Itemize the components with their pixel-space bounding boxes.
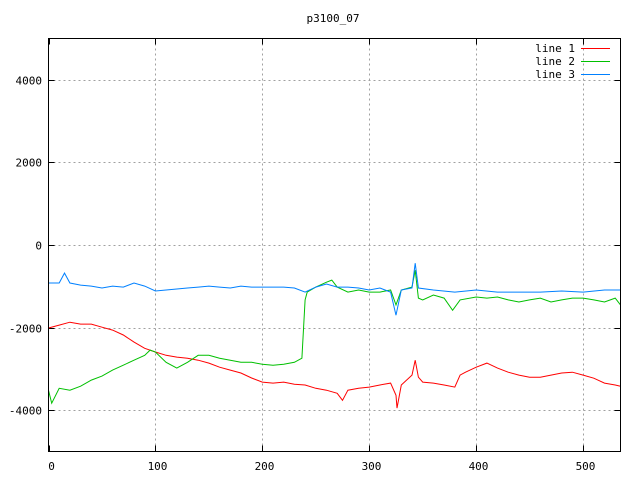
y-tick-label: 0 xyxy=(35,240,42,253)
x-tick-label: 300 xyxy=(362,460,382,473)
y-tick-label: 2000 xyxy=(16,157,43,170)
legend-label: line 3 xyxy=(535,68,575,81)
y-tick-label: 4000 xyxy=(16,75,43,88)
y-tick-label: -4000 xyxy=(9,405,42,418)
plot-border xyxy=(48,38,621,452)
series-line-3 xyxy=(48,263,621,316)
x-tick-label: 500 xyxy=(576,460,596,473)
x-tick-label: 100 xyxy=(148,460,168,473)
x-tick-label: 0 xyxy=(48,460,55,473)
legend-label: line 2 xyxy=(535,55,575,68)
legend-label: line 1 xyxy=(535,42,575,55)
series-line-2 xyxy=(48,270,621,405)
series-line-1 xyxy=(48,321,621,409)
x-tick-label: 200 xyxy=(255,460,275,473)
y-tick-label: -2000 xyxy=(9,323,42,336)
chart-title: p3100_07 xyxy=(307,12,360,25)
x-tick-label: 400 xyxy=(469,460,489,473)
